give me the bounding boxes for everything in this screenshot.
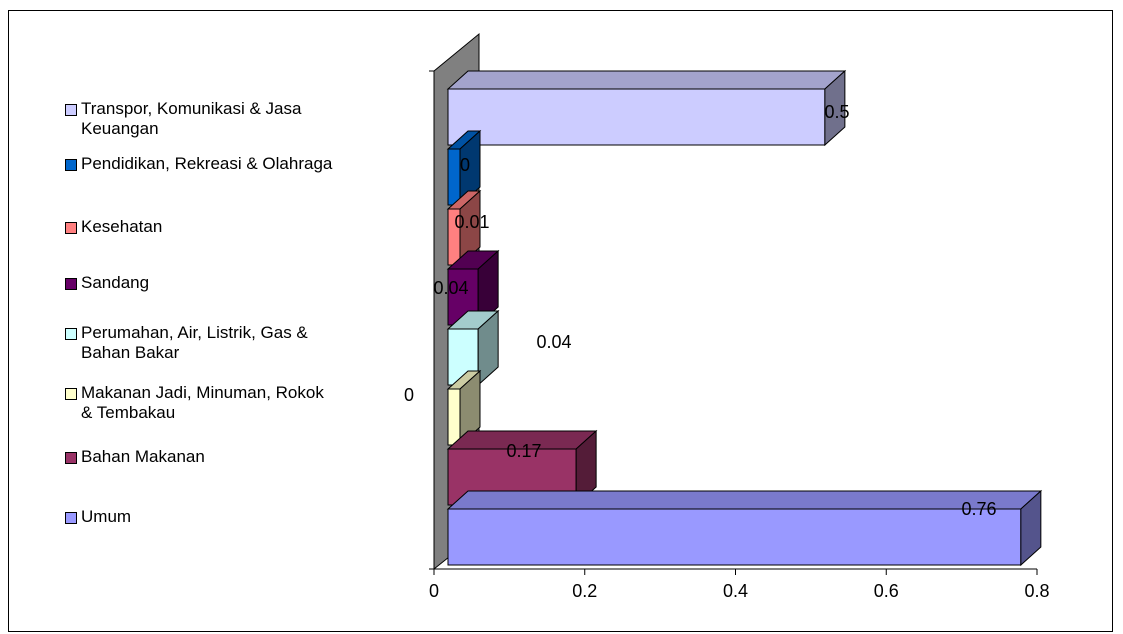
bar-side [477, 249, 499, 327]
legend-swatch [65, 512, 77, 524]
legend-label: Sandang [81, 273, 150, 292]
data-label: 0.76 [961, 499, 996, 519]
x-tick-label: 0.4 [723, 581, 748, 601]
legend-swatch [65, 388, 77, 400]
data-label: 0.04 [536, 332, 571, 352]
legend-label: Pendidikan, Rekreasi & Olahraga [81, 154, 333, 173]
bar-side [1020, 489, 1042, 567]
bar-side [459, 369, 481, 447]
data-label: 0.04 [433, 278, 468, 298]
x-tick-label: 0.8 [1024, 581, 1049, 601]
bar-top [446, 490, 1043, 510]
x-tick-label: 0.6 [874, 581, 899, 601]
legend-item: Pendidikan, Rekreasi & Olahraga [65, 154, 451, 174]
x-tick-label: 0 [429, 581, 439, 601]
bar-chart: 0 0.2 0.4 0.6 0.8 0.76 0.17 0 0.04 0.04 0.01 0 0.5 [404, 32, 1050, 601]
legend-swatch [65, 278, 77, 290]
legend-label: Perumahan, Air, Listrik, Gas & Bahan Bak… [81, 323, 308, 362]
bar-side [824, 69, 846, 147]
legend-item: Umum [65, 507, 451, 527]
legend-label: Transpor, Komunikasi & Jasa Keuangan [81, 99, 302, 138]
data-label: 0.17 [506, 441, 541, 461]
legend-item: Sandang [65, 273, 451, 293]
legend-item: Kesehatan [65, 217, 451, 237]
legend-item: Transpor, Komunikasi & Jasa Keuangan [65, 99, 451, 139]
legend-item: Perumahan, Air, Listrik, Gas & Bahan Bak… [65, 323, 451, 363]
bar-top [446, 70, 847, 90]
bar-side [477, 309, 499, 387]
data-label: 0.5 [824, 102, 849, 122]
bar-side [459, 189, 481, 267]
legend-swatch [65, 328, 77, 340]
bar-front [447, 508, 1022, 566]
bar-side [575, 429, 597, 507]
data-label: 0.01 [454, 212, 489, 232]
chart-frame: 0 0.2 0.4 0.6 0.8 0.76 0.17 0 0.04 0.04 0.01 0 0.5 U… [8, 10, 1113, 632]
legend-swatch [65, 452, 77, 464]
legend-swatch [65, 222, 77, 234]
legend-swatch [65, 159, 77, 171]
legend-label: Bahan Makanan [81, 447, 205, 466]
legend-item: Makanan Jadi, Minuman, Rokok & Tembakau [65, 383, 451, 423]
x-tick-label: 0.2 [572, 581, 597, 601]
data-label: 0 [460, 155, 470, 175]
legend-label: Umum [81, 507, 132, 526]
bar-front [447, 88, 826, 146]
legend-swatch [65, 104, 77, 116]
bar-side [459, 129, 481, 207]
data-label: 0 [404, 385, 414, 405]
legend-item: Bahan Makanan [65, 447, 451, 467]
legend-label: Kesehatan [81, 217, 163, 236]
legend-label: Makanan Jadi, Minuman, Rokok & Tembakau [81, 383, 324, 422]
